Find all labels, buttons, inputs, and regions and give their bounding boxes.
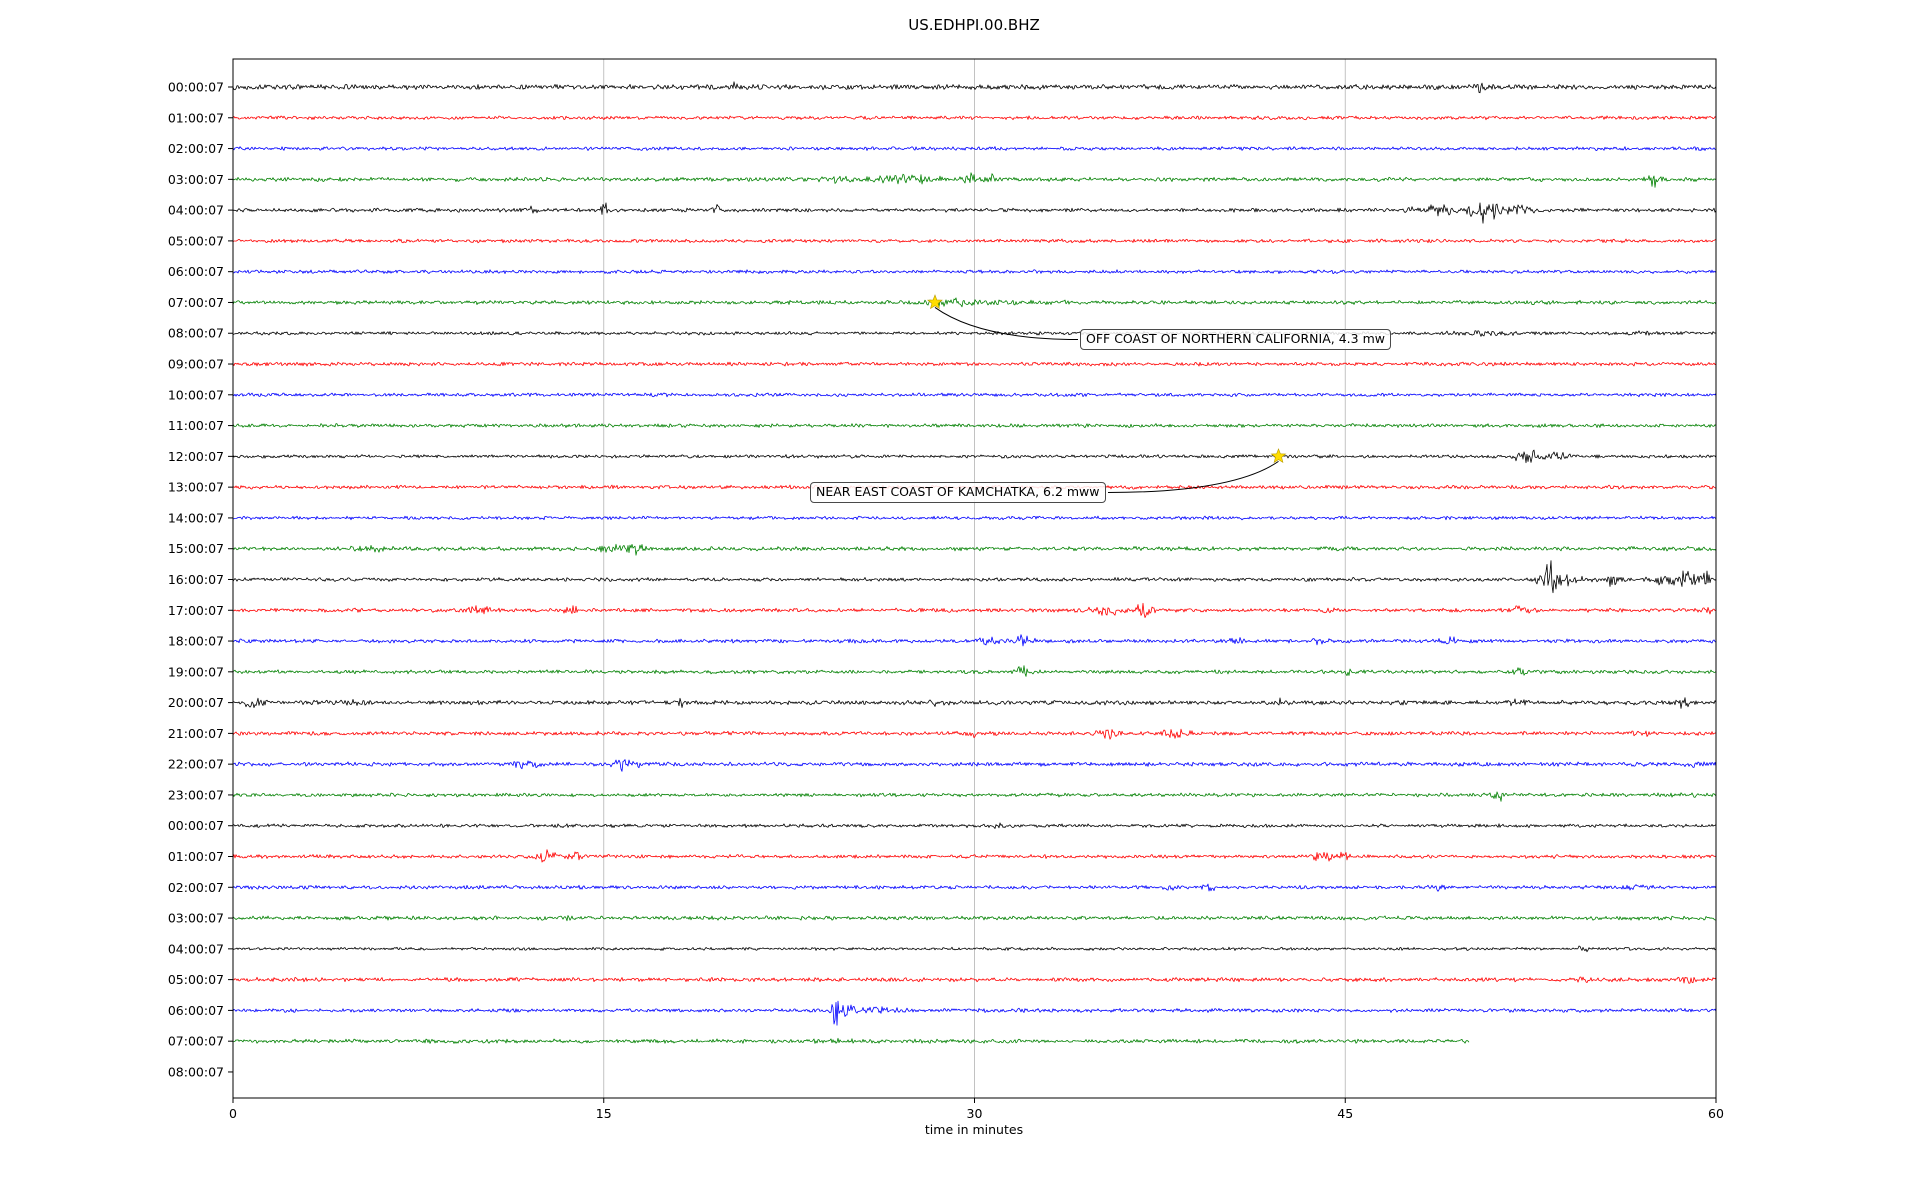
y-tick-label: 21:00:07 — [168, 726, 224, 741]
annotation-norcal-event: OFF COAST OF NORTHERN CALIFORNIA, 4.3 mw — [1080, 329, 1391, 350]
y-tick-label: 01:00:07 — [168, 110, 224, 125]
trace-row-17 — [232, 602, 1717, 618]
event-star-icon — [926, 294, 943, 310]
y-tick-label: 01:00:07 — [168, 849, 224, 864]
trace-row-28 — [232, 945, 1717, 953]
x-tick-label: 0 — [229, 1106, 237, 1121]
trace-row-30 — [232, 1000, 1717, 1026]
trace-row-25 — [232, 849, 1717, 863]
trace-row-5 — [232, 238, 1717, 244]
y-tick-label: 13:00:07 — [168, 480, 224, 495]
trace-row-11 — [232, 423, 1717, 429]
y-tick-label: 22:00:07 — [168, 757, 224, 772]
y-tick-label: 00:00:07 — [168, 818, 224, 833]
y-tick-label: 08:00:07 — [168, 326, 224, 341]
y-tick-label: 07:00:07 — [168, 295, 224, 310]
annotation-connector — [934, 307, 1079, 340]
y-tick-label: 00:00:07 — [168, 80, 224, 95]
y-tick-label: 04:00:07 — [168, 941, 224, 956]
y-tick-label: 08:00:07 — [168, 1064, 224, 1079]
x-axis-label: time in minutes — [924, 1122, 1024, 1137]
trace-row-1 — [232, 115, 1717, 121]
x-tick-label: 60 — [1708, 1106, 1724, 1121]
y-tick-label: 16:00:07 — [168, 572, 224, 587]
annotation-connector — [1107, 460, 1279, 493]
y-tick-label: 10:00:07 — [168, 387, 224, 402]
y-tick-label: 23:00:07 — [168, 787, 224, 802]
trace-row-23 — [232, 791, 1717, 802]
trace-row-2 — [232, 146, 1717, 151]
trace-row-14 — [232, 515, 1717, 521]
y-tick-label: 03:00:07 — [168, 911, 224, 926]
y-tick-label: 05:00:07 — [168, 972, 224, 987]
trace-row-21 — [232, 728, 1717, 740]
y-tick-label: 02:00:07 — [168, 141, 224, 156]
trace-row-15 — [232, 543, 1717, 556]
trace-row-12 — [232, 449, 1717, 464]
trace-row-10 — [232, 392, 1717, 398]
y-tick-label: 11:00:07 — [168, 418, 224, 433]
y-tick-label: 03:00:07 — [168, 172, 224, 187]
event-star-icon — [1270, 448, 1287, 464]
x-tick-label: 15 — [596, 1106, 612, 1121]
trace-row-31 — [232, 1037, 1470, 1044]
y-tick-label: 05:00:07 — [168, 233, 224, 248]
annotation-kamchatka-event: NEAR EAST COAST OF KAMCHATKA, 6.2 mww — [810, 482, 1106, 503]
x-tick-label: 30 — [967, 1106, 983, 1121]
trace-row-8 — [232, 330, 1717, 337]
y-tick-label: 02:00:07 — [168, 880, 224, 895]
y-tick-label: 09:00:07 — [168, 357, 224, 372]
trace-row-4 — [232, 202, 1717, 224]
trace-row-6 — [233, 269, 1717, 275]
trace-row-22 — [232, 759, 1717, 772]
trace-row-29 — [232, 976, 1717, 984]
trace-row-7 — [232, 297, 1717, 308]
y-tick-label: 04:00:07 — [168, 203, 224, 218]
y-tick-label: 12:00:07 — [168, 449, 224, 464]
trace-row-27 — [232, 915, 1717, 922]
plot-border — [232, 58, 1717, 1099]
y-tick-label: 18:00:07 — [168, 634, 224, 649]
trace-row-18 — [232, 634, 1717, 647]
y-tick-label: 17:00:07 — [168, 603, 224, 618]
trace-row-19 — [232, 665, 1717, 677]
y-tick-label: 07:00:07 — [168, 1034, 224, 1049]
y-tick-label: 20:00:07 — [168, 695, 224, 710]
trace-row-20 — [232, 697, 1717, 709]
y-tick-label: 19:00:07 — [168, 664, 224, 679]
trace-row-24 — [232, 822, 1717, 829]
y-tick-label: 15:00:07 — [168, 541, 224, 556]
trace-row-0 — [232, 81, 1717, 94]
y-tick-label: 06:00:07 — [168, 1003, 224, 1018]
page-title: US.EDHPI.00.BHZ — [908, 16, 1040, 34]
y-tick-label: 14:00:07 — [168, 510, 224, 525]
x-tick-label: 45 — [1337, 1106, 1353, 1121]
y-tick-label: 06:00:07 — [168, 264, 224, 279]
trace-row-9 — [232, 361, 1717, 367]
trace-row-26 — [232, 883, 1717, 892]
trace-row-16 — [232, 560, 1717, 594]
trace-row-3 — [232, 172, 1717, 188]
